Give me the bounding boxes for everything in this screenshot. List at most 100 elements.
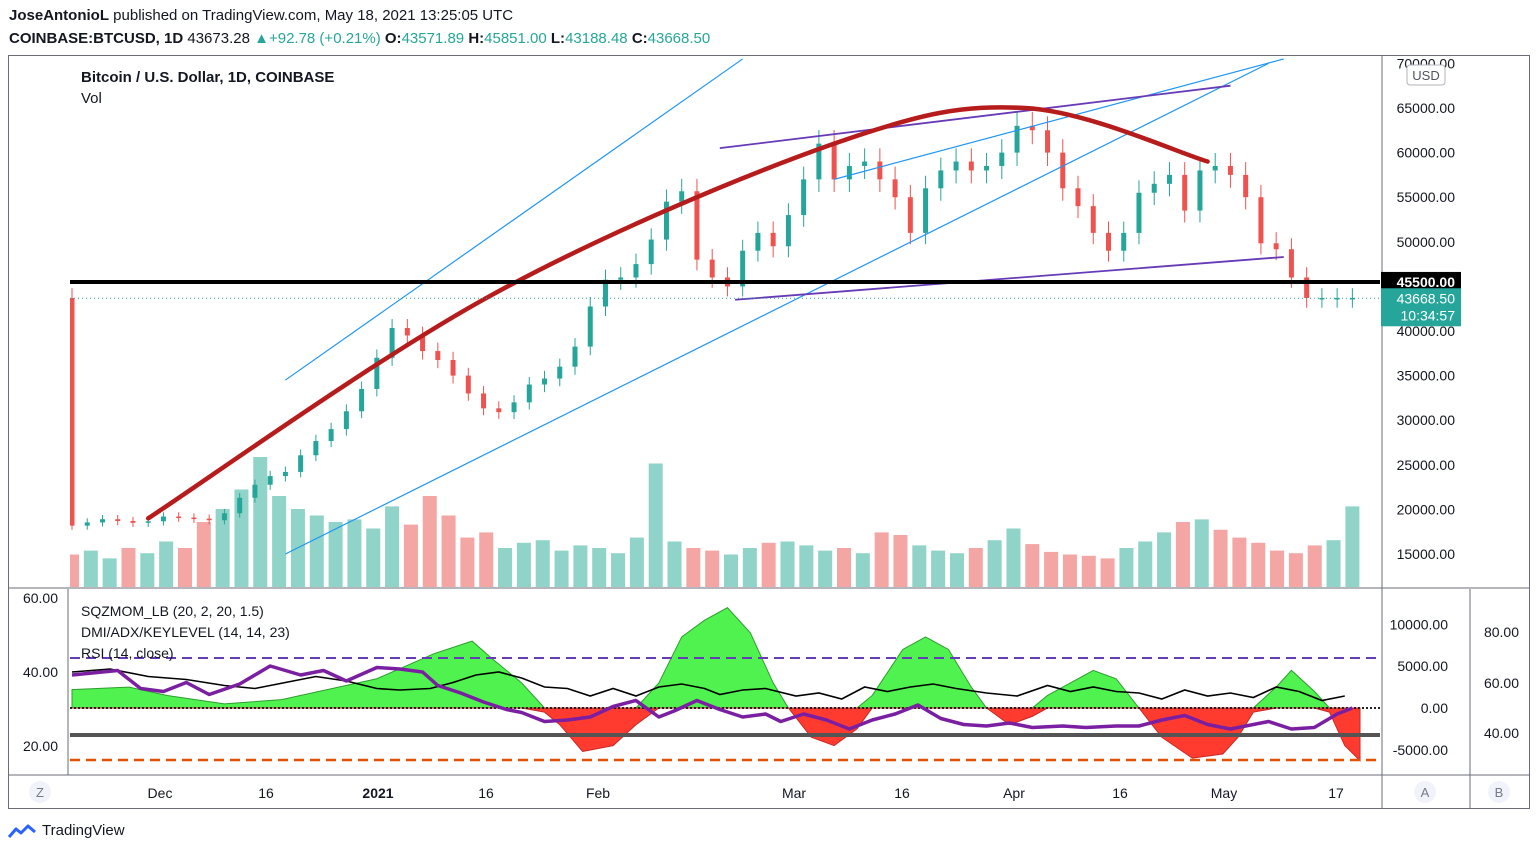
osc-left-tick: 20.00 [23, 738, 58, 754]
channel-upper-line[interactable] [285, 58, 744, 381]
volume-bar [1157, 532, 1172, 587]
auto-scale-button[interactable]: A [1414, 781, 1436, 803]
footer-brand[interactable]: TradingView [8, 822, 125, 839]
volume-bar [818, 550, 833, 587]
price-tick: 15000.00 [1397, 546, 1456, 562]
candle-body [145, 521, 151, 523]
symbol-label[interactable]: COINBASE:BTCUSD, 1D [9, 30, 184, 47]
candle-body [435, 351, 441, 360]
channel-upper2-line[interactable] [833, 58, 1284, 180]
volume-bar [102, 558, 117, 587]
countdown-label: 10:34:57 [1401, 307, 1456, 323]
timezone-button[interactable]: Z [29, 781, 51, 803]
chart-title[interactable]: Bitcoin / U.S. Dollar, 1D, COINBASE [81, 69, 334, 86]
candle-body [1288, 249, 1294, 278]
candle-body [877, 161, 883, 180]
svg-text:A: A [1421, 785, 1430, 800]
adx-line[interactable] [71, 668, 1345, 702]
time-tick: 16 [894, 785, 910, 801]
time-tick: Dec [148, 785, 173, 801]
price-tick: 55000.00 [1397, 189, 1456, 205]
volume-bar [159, 541, 174, 587]
currency-badge[interactable]: USD [1406, 64, 1446, 86]
candle-body [1212, 165, 1218, 171]
volume-bar [1100, 558, 1115, 587]
volume-bar [1213, 529, 1228, 587]
candle-body [587, 306, 593, 347]
candle-body [984, 165, 990, 171]
rounding-top-curve[interactable] [145, 105, 1210, 521]
channel-lower-line[interactable] [285, 62, 1269, 555]
candle-body [343, 411, 349, 430]
candle-body [618, 277, 624, 280]
volume-bar [366, 528, 381, 587]
candle-body [785, 215, 791, 247]
up-arrow-icon: ▲ [254, 30, 269, 47]
legend-sqzmom[interactable]: SQZMOM_LB (20, 2, 20, 1.5) [81, 603, 264, 619]
volume-bar [592, 548, 607, 587]
candle-body [1349, 297, 1355, 300]
volume-bar [1307, 545, 1322, 587]
candle-body [526, 384, 532, 403]
tradingview-logo-icon [8, 824, 36, 838]
volume-bar [573, 545, 588, 587]
time-tick: Mar [782, 785, 806, 801]
volume-bar [780, 541, 795, 587]
wedge-upper-line[interactable] [719, 84, 1231, 150]
candle-body [1227, 165, 1233, 175]
open-value: 43571.89 [401, 30, 465, 47]
volume-bar [441, 515, 456, 587]
candle-body [770, 232, 776, 247]
wedge-lower-line[interactable] [734, 256, 1284, 301]
volume-bar [611, 553, 626, 587]
chart-frame [8, 55, 1530, 809]
candle-body [1105, 232, 1111, 251]
rsi-line[interactable] [71, 664, 1354, 731]
candle-body [694, 191, 700, 260]
volume-bar [836, 548, 851, 587]
candle-body [1304, 277, 1310, 298]
candle-body [1121, 232, 1127, 251]
candle-body [221, 513, 227, 521]
candle-body [1319, 297, 1325, 300]
svg-text:B: B [1495, 785, 1504, 800]
volume-bar [83, 550, 98, 587]
legend-dmi[interactable]: DMI/ADX/KEYLEVEL (14, 14, 23) [81, 624, 290, 640]
candle-body [404, 328, 410, 336]
candle-body [907, 197, 913, 233]
candle-body [1060, 152, 1066, 189]
volume-bar [498, 548, 513, 587]
currency-label: USD [1412, 68, 1439, 83]
candle-body [450, 359, 456, 376]
candle-body [953, 161, 959, 171]
candle-body [1197, 170, 1203, 211]
candle-body [313, 441, 319, 456]
legend-rsi[interactable]: RSI (14, close) [81, 645, 174, 661]
candle-body [755, 232, 761, 251]
author-name[interactable]: JoseAntonioL [9, 7, 109, 24]
candle-body [359, 388, 365, 412]
close-value: 43668.50 [647, 30, 711, 47]
candle-body [923, 188, 929, 233]
candle-body [1090, 206, 1096, 233]
candle-body [374, 357, 380, 389]
candle-body [481, 393, 487, 409]
volume-bar [403, 524, 418, 587]
volume-label[interactable]: Vol [81, 90, 102, 107]
candle-body [1014, 125, 1020, 153]
candle-body [557, 366, 563, 379]
volume-bar [1270, 550, 1285, 587]
osc-right-tick: 10000.00 [1390, 616, 1449, 632]
candle-body [420, 335, 426, 352]
level-label: 45500.00 [1397, 274, 1456, 290]
candle-body [846, 165, 852, 180]
volume-bar [460, 537, 475, 587]
candle-body [542, 378, 548, 385]
volume-bar [874, 532, 889, 587]
volume-bar [987, 540, 1002, 587]
volume-bar [479, 532, 494, 587]
b-scale-button[interactable]: B [1488, 781, 1510, 803]
price-change: +92.78 (+0.21%) [268, 30, 381, 47]
candle-body [130, 520, 136, 523]
